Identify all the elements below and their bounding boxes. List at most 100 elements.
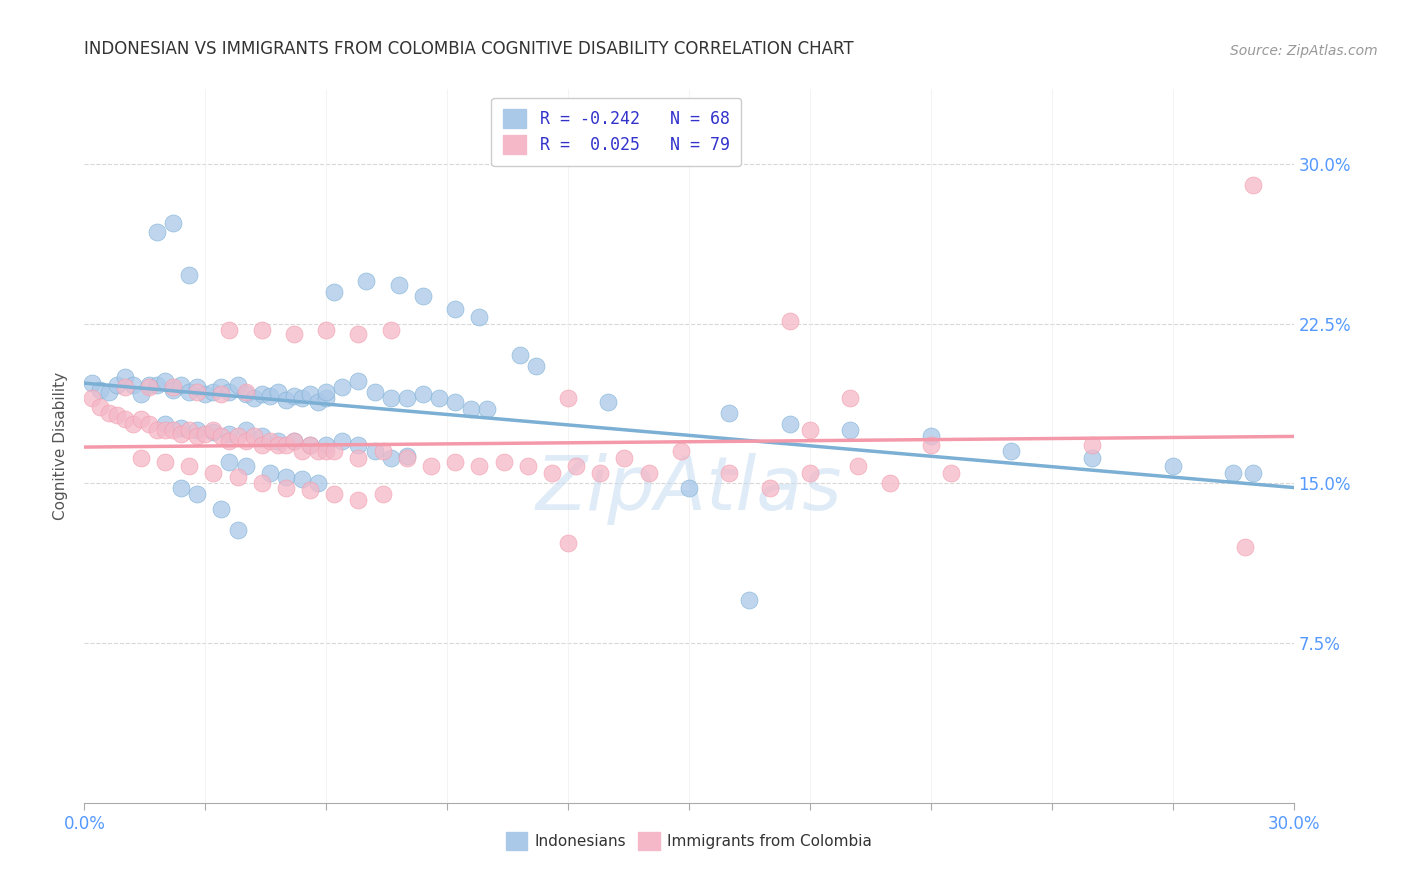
Point <box>186 423 208 437</box>
Point <box>267 434 290 448</box>
Point <box>105 408 128 422</box>
Point <box>412 289 434 303</box>
Point <box>274 470 297 484</box>
Point <box>146 378 169 392</box>
Point <box>179 423 201 437</box>
Point <box>129 412 152 426</box>
Point <box>839 391 862 405</box>
Point <box>209 429 232 443</box>
Point <box>444 395 467 409</box>
Point <box>718 406 741 420</box>
Point <box>371 444 394 458</box>
Point <box>1081 450 1104 465</box>
Point <box>299 483 322 497</box>
Point <box>97 406 120 420</box>
Point <box>565 459 588 474</box>
Point <box>202 425 225 439</box>
Point <box>1161 459 1184 474</box>
Point <box>758 481 780 495</box>
Point <box>274 393 297 408</box>
Point <box>153 374 176 388</box>
Point <box>444 455 467 469</box>
Point <box>330 434 353 448</box>
Point <box>194 386 217 401</box>
Point <box>153 423 176 437</box>
Point <box>235 423 257 437</box>
Point <box>235 459 257 474</box>
Point <box>613 450 636 465</box>
Point <box>330 380 353 394</box>
Point <box>669 444 692 458</box>
Point <box>259 389 281 403</box>
Point <box>209 386 232 401</box>
Point <box>146 225 169 239</box>
Point <box>315 391 337 405</box>
Point <box>170 427 193 442</box>
Point <box>1081 438 1104 452</box>
Point <box>129 386 152 401</box>
Point <box>779 314 801 328</box>
Point <box>492 455 515 469</box>
Point <box>460 401 482 416</box>
Point <box>557 391 579 405</box>
Point <box>218 427 240 442</box>
Point <box>524 359 547 373</box>
Point <box>162 383 184 397</box>
Point <box>291 444 314 458</box>
Point <box>105 378 128 392</box>
Point <box>186 380 208 394</box>
Point <box>170 421 193 435</box>
Point <box>146 423 169 437</box>
Point <box>388 278 411 293</box>
Point <box>89 400 111 414</box>
Point <box>589 466 612 480</box>
Point <box>186 429 208 443</box>
Point <box>444 301 467 316</box>
Point <box>412 386 434 401</box>
Point <box>283 434 305 448</box>
Point <box>97 384 120 399</box>
Point <box>738 593 761 607</box>
Point <box>250 438 273 452</box>
Point <box>267 384 290 399</box>
Point <box>179 268 201 282</box>
Point <box>153 417 176 431</box>
Point <box>170 378 193 392</box>
Point <box>299 438 322 452</box>
Point <box>347 374 370 388</box>
Point <box>162 216 184 230</box>
Point <box>235 386 257 401</box>
Point <box>114 380 136 394</box>
Point <box>920 429 942 443</box>
Point <box>315 438 337 452</box>
Point <box>356 274 378 288</box>
Text: INDONESIAN VS IMMIGRANTS FROM COLOMBIA COGNITIVE DISABILITY CORRELATION CHART: INDONESIAN VS IMMIGRANTS FROM COLOMBIA C… <box>84 40 853 58</box>
Point <box>468 310 491 325</box>
Point <box>138 380 160 394</box>
Point <box>114 369 136 384</box>
Text: ZipAtlas: ZipAtlas <box>536 453 842 524</box>
Point <box>250 323 273 337</box>
Point <box>380 391 402 405</box>
Point <box>1222 466 1244 480</box>
Point <box>637 466 659 480</box>
Point <box>82 376 104 391</box>
Point <box>121 378 143 392</box>
Point <box>186 487 208 501</box>
Point <box>138 417 160 431</box>
Point <box>307 395 329 409</box>
Point <box>121 417 143 431</box>
Point <box>395 449 418 463</box>
Point <box>218 455 240 469</box>
Point <box>363 444 385 458</box>
Point <box>291 391 314 405</box>
Point <box>259 434 281 448</box>
Point <box>516 459 538 474</box>
Point <box>315 384 337 399</box>
Point <box>202 466 225 480</box>
Point <box>347 438 370 452</box>
Point <box>920 438 942 452</box>
Point <box>468 459 491 474</box>
Point <box>323 444 346 458</box>
Point <box>250 386 273 401</box>
